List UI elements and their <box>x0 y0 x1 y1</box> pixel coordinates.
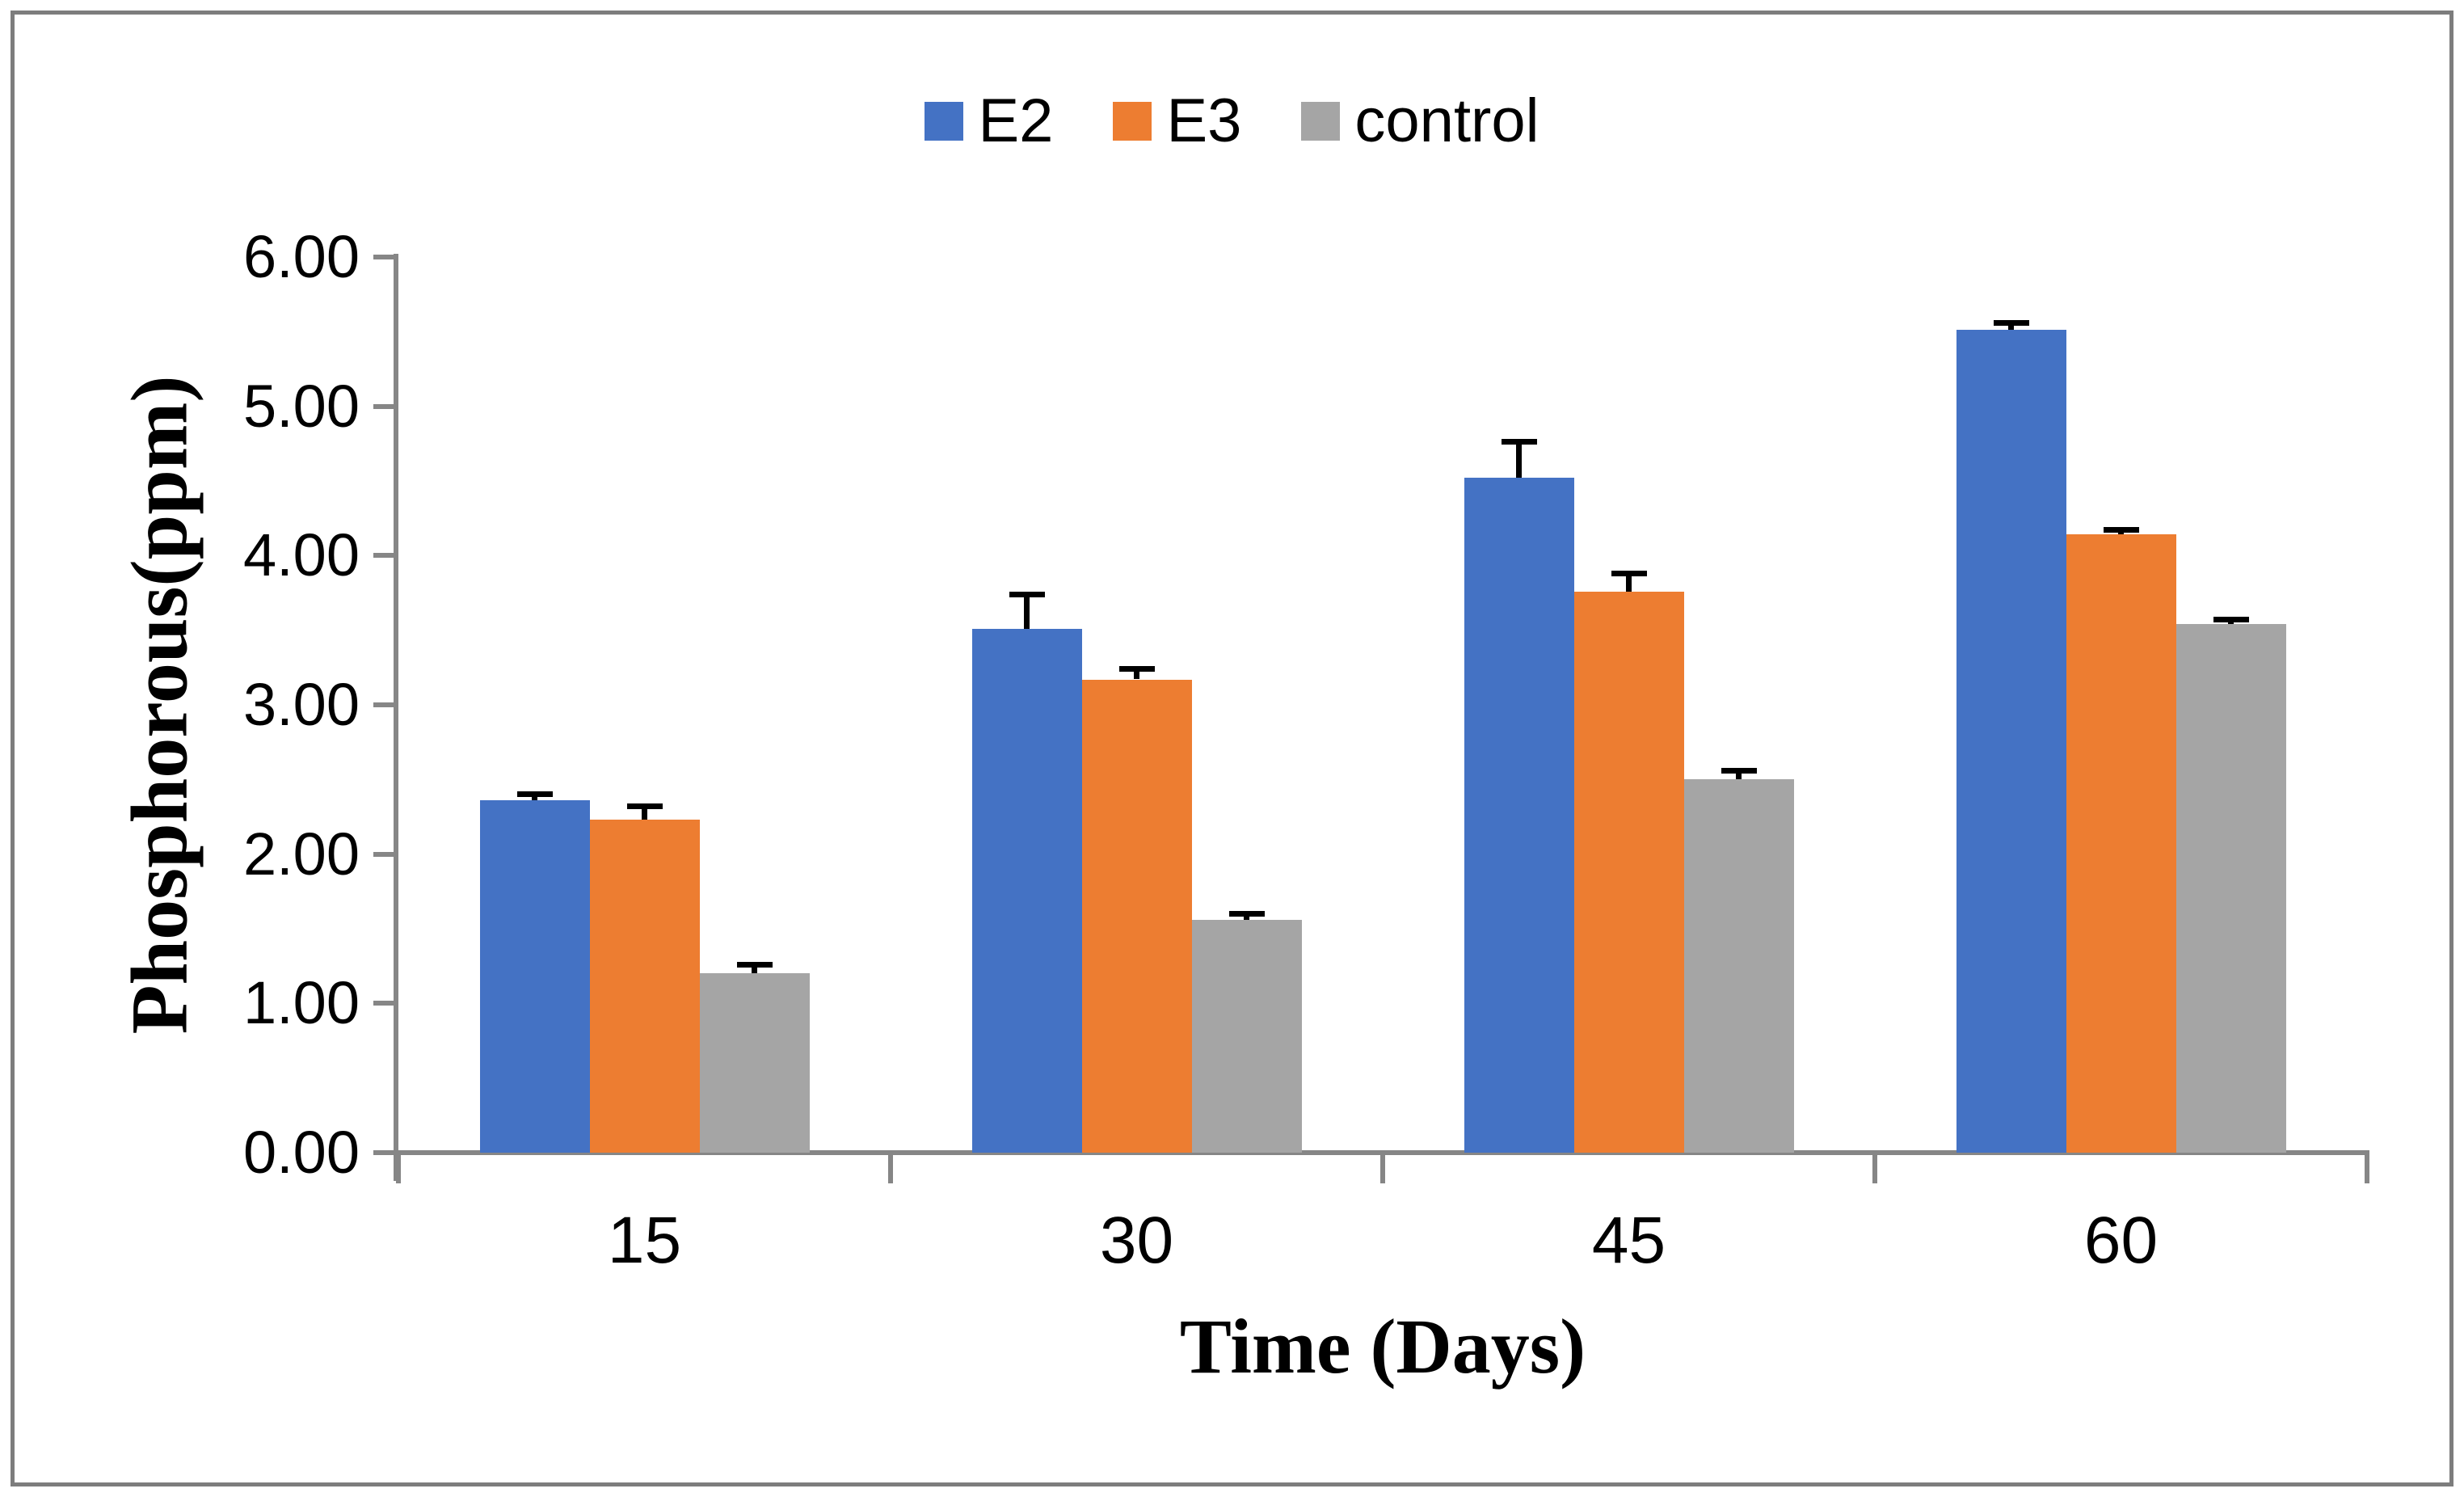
y-tick-label-1.00: 1.00 <box>242 969 360 1037</box>
legend-label-E3: E3 <box>1166 86 1242 155</box>
x-tick-label-60: 60 <box>2083 1204 2159 1277</box>
x-tick-1 <box>888 1155 893 1183</box>
error-cap-E3-15 <box>626 803 663 809</box>
x-tick-label-45: 45 <box>1591 1204 1666 1277</box>
y-tick-label-6.00: 6.00 <box>242 222 360 290</box>
error-cap-E3-30 <box>1118 666 1155 673</box>
x-axis-title: Time (Days) <box>1179 1303 1586 1389</box>
y-tick-label-5.00: 5.00 <box>242 372 360 440</box>
y-tick-5.00 <box>373 403 396 409</box>
bar-E3-30 <box>1081 679 1192 1153</box>
y-tick-3.00 <box>373 702 396 707</box>
error-whisker-control-30 <box>1244 913 1249 920</box>
bar-control-15 <box>699 973 810 1153</box>
x-tick-4 <box>2365 1155 2369 1183</box>
x-tick-2 <box>1380 1155 1385 1183</box>
error-cap-E3-45 <box>1611 570 1647 576</box>
error-cap-control-15 <box>736 961 773 968</box>
error-cap-E2-30 <box>1009 591 1045 597</box>
y-tick-1.00 <box>373 1001 396 1006</box>
error-whisker-E2-60 <box>2008 323 2014 331</box>
bar-E2-60 <box>1956 330 2066 1153</box>
error-whisker-E3-30 <box>1134 668 1139 680</box>
legend-item-control: control <box>1301 91 1539 152</box>
error-cap-E2-45 <box>1501 439 1537 445</box>
bar-control-60 <box>2175 624 2286 1153</box>
x-tick-0 <box>396 1155 401 1183</box>
bar-E2-15 <box>479 800 590 1153</box>
error-whisker-control-45 <box>1736 770 1742 780</box>
legend-label-control: control <box>1354 86 1539 155</box>
y-tick-0.00 <box>373 1150 396 1155</box>
error-whisker-E2-30 <box>1024 594 1030 629</box>
legend-item-E2: E2 <box>925 91 1053 152</box>
error-cap-control-30 <box>1228 910 1265 917</box>
error-cap-E2-15 <box>516 791 553 798</box>
y-tick-label-2.00: 2.00 <box>242 820 360 888</box>
x-tick-label-30: 30 <box>1099 1204 1174 1277</box>
legend-swatch-control <box>1301 102 1341 141</box>
bar-E2-30 <box>971 628 1082 1153</box>
legend-swatch-E3 <box>1113 102 1152 141</box>
y-tick-label-4.00: 4.00 <box>242 521 360 589</box>
y-tick-6.00 <box>373 254 396 259</box>
y-tick-4.00 <box>373 553 396 559</box>
error-whisker-E2-45 <box>1516 441 1522 479</box>
x-axis-line <box>396 1150 2369 1155</box>
error-cap-E3-60 <box>2103 527 2139 533</box>
y-axis-line <box>394 254 398 1181</box>
legend-item-E3: E3 <box>1113 91 1241 152</box>
bar-E2-45 <box>1464 478 1574 1153</box>
error-cap-control-45 <box>1721 767 1757 774</box>
error-whisker-E3-45 <box>1626 573 1632 592</box>
legend-swatch-E2 <box>925 102 964 141</box>
error-whisker-E2-15 <box>532 794 537 801</box>
error-cap-control-60 <box>2213 617 2249 623</box>
bar-E3-60 <box>2066 534 2176 1153</box>
legend: E2 E3 control <box>0 91 2464 152</box>
bar-control-30 <box>1191 919 1302 1153</box>
bar-E3-45 <box>1573 591 1684 1153</box>
error-whisker-E3-15 <box>642 806 647 820</box>
bar-E3-15 <box>589 820 700 1153</box>
y-tick-label-3.00: 3.00 <box>242 670 360 738</box>
bar-control-45 <box>1683 779 1794 1153</box>
x-tick-3 <box>1872 1155 1877 1183</box>
y-axis-title: Phosphorous(ppm) <box>114 375 204 1035</box>
error-whisker-control-15 <box>752 964 757 974</box>
error-cap-E2-60 <box>1993 319 2029 326</box>
legend-label-E2: E2 <box>978 86 1054 155</box>
y-tick-2.00 <box>373 851 396 857</box>
x-tick-label-15: 15 <box>607 1204 682 1277</box>
y-tick-label-0.00: 0.00 <box>242 1119 360 1186</box>
